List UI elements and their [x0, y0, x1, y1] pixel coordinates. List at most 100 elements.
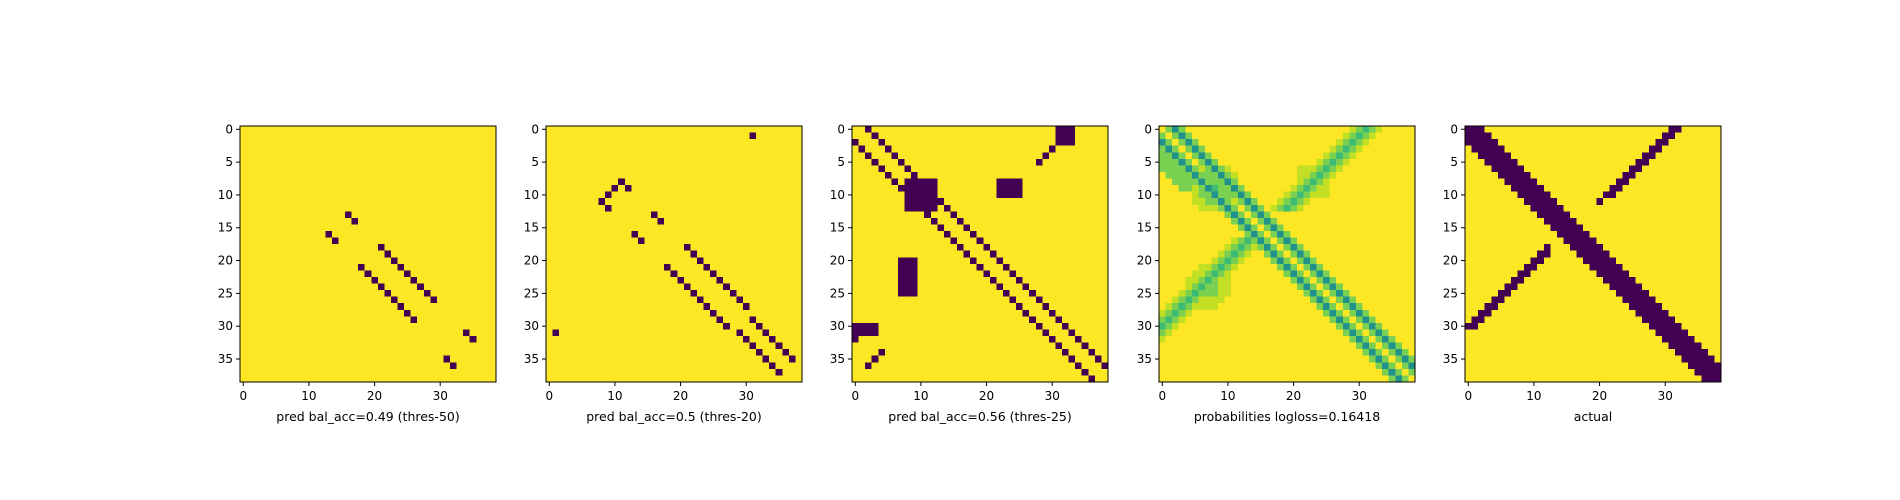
heatmap-cell — [891, 237, 898, 245]
heatmap-cell — [1244, 145, 1251, 153]
heatmap-cell — [996, 126, 1004, 133]
heatmap-cell — [285, 126, 293, 133]
heatmap-cell — [904, 185, 912, 192]
heatmap-cell — [272, 270, 280, 278]
heatmap-cell — [1029, 198, 1036, 205]
heatmap-cell — [756, 165, 763, 172]
heatmap-cell — [858, 283, 866, 291]
heatmap-cell — [299, 171, 306, 179]
heatmap-cell — [1088, 244, 1095, 251]
heatmap-cell — [852, 336, 859, 343]
heatmap-cell — [397, 250, 405, 258]
heatmap-cell — [963, 145, 971, 153]
heatmap-cell — [1375, 145, 1383, 153]
heatmap-cell — [430, 224, 437, 232]
heatmap-cell — [1277, 165, 1284, 172]
heatmap-cell — [631, 257, 638, 264]
heatmap-cell — [1002, 185, 1010, 192]
heatmap-cell — [423, 178, 431, 186]
heatmap-cell — [436, 217, 444, 225]
heatmap-cell — [1257, 139, 1265, 146]
heatmap-cell — [1048, 303, 1056, 310]
heatmap-cell — [637, 303, 645, 310]
heatmap-cell — [358, 263, 365, 271]
heatmap-cell — [404, 329, 411, 337]
heatmap-cell — [911, 185, 918, 192]
heatmap-cell — [963, 342, 971, 350]
heatmap-cell — [788, 191, 796, 199]
heatmap-cell — [683, 237, 691, 245]
heatmap-cell — [259, 336, 267, 343]
heatmap-cell — [443, 191, 451, 199]
heatmap-cell — [742, 178, 750, 186]
heatmap-cell — [377, 349, 385, 356]
heatmap-cell — [1290, 132, 1297, 140]
heatmap-cell — [723, 145, 730, 153]
heatmap-cell — [683, 257, 691, 264]
heatmap-cell — [1204, 145, 1212, 153]
heatmap-cell — [279, 191, 286, 199]
heatmap-cell — [716, 296, 724, 304]
heatmap-cell — [345, 237, 352, 245]
heatmap-cell — [970, 263, 977, 271]
heatmap-cell — [1081, 224, 1089, 232]
heatmap-cell — [762, 185, 770, 192]
heatmap-cell — [983, 132, 990, 140]
heatmap-cell — [937, 349, 944, 356]
plot-frame — [239, 125, 497, 383]
heatmap-cell — [299, 198, 306, 205]
heatmap-cell — [1237, 145, 1245, 153]
heatmap-cell — [1068, 336, 1076, 343]
heatmap-cell — [904, 158, 912, 166]
heatmap-cell — [1068, 165, 1076, 172]
heatmap-cell — [1395, 165, 1402, 172]
heatmap-cell — [312, 171, 319, 179]
heatmap-cell — [690, 237, 698, 245]
heatmap-cell — [345, 336, 352, 343]
heatmap-cell — [253, 158, 260, 166]
heatmap-cell — [423, 296, 431, 304]
heatmap-cell — [443, 158, 451, 166]
heatmap-cell — [756, 329, 763, 337]
heatmap-cell — [377, 316, 385, 323]
heatmap-cell — [1075, 336, 1082, 343]
heatmap-cell — [871, 126, 879, 133]
heatmap-cell — [246, 145, 254, 153]
heatmap-cell — [897, 237, 905, 245]
heatmap-cell — [1081, 349, 1089, 356]
heatmap-cell — [305, 139, 313, 146]
heatmap-cell — [943, 204, 951, 212]
heatmap-cell — [259, 204, 267, 212]
heatmap-cell — [775, 303, 783, 310]
heatmap-cell — [371, 296, 378, 304]
heatmap-cell — [957, 349, 964, 356]
heatmap-cell — [611, 270, 619, 278]
heatmap-cell — [390, 257, 398, 264]
heatmap-cell — [1035, 309, 1043, 317]
heatmap-cell — [1081, 290, 1089, 297]
heatmap-cell — [578, 244, 586, 251]
heatmap-cell — [1075, 362, 1082, 369]
heatmap-cell — [884, 290, 892, 297]
heatmap-cell — [358, 198, 365, 205]
heatmap-cell — [1277, 158, 1284, 166]
heatmap-cell — [404, 355, 411, 363]
heatmap-cell — [782, 270, 789, 278]
heatmap-cell — [729, 250, 737, 258]
heatmap-cell — [351, 145, 359, 153]
heatmap-cell — [631, 270, 638, 278]
heatmap-cell — [696, 191, 704, 199]
heatmap-cell — [670, 178, 678, 186]
heatmap-cell — [1342, 145, 1350, 153]
heatmap-cell — [489, 152, 497, 159]
heatmap-cell — [351, 355, 359, 363]
heatmap-cell — [976, 237, 984, 245]
heatmap-cell — [489, 204, 497, 212]
heatmap-cell — [456, 139, 464, 146]
heatmap-cell — [756, 349, 763, 356]
heatmap-cell — [963, 276, 971, 284]
heatmap-cell — [930, 185, 938, 192]
heatmap-cell — [552, 224, 560, 232]
heatmap-cell — [1101, 349, 1109, 356]
heatmap-cell — [1002, 263, 1010, 271]
